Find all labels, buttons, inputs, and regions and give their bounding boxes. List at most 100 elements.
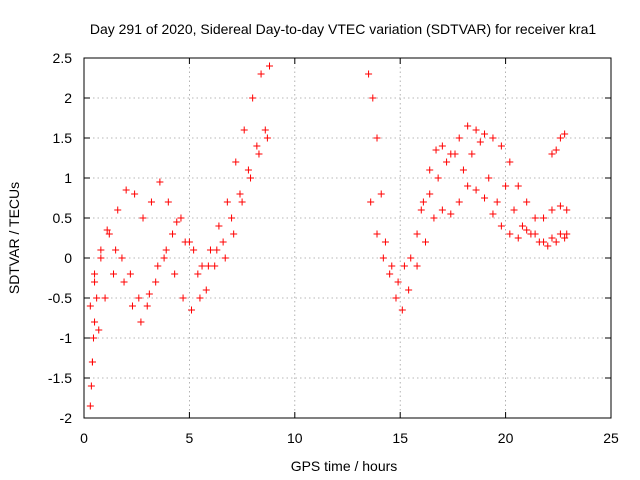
data-point xyxy=(110,270,118,278)
data-point xyxy=(459,166,467,174)
data-point xyxy=(206,246,214,254)
y-tick-label: 1.5 xyxy=(53,130,73,146)
data-point xyxy=(86,302,94,310)
data-point xyxy=(221,254,229,262)
x-tick-labels: 0 5 10 15 20 25 xyxy=(80,430,619,446)
data-point xyxy=(131,190,139,198)
y-tick-label: -1.5 xyxy=(48,370,72,386)
data-point xyxy=(118,254,126,262)
data-series xyxy=(86,62,274,310)
data-point xyxy=(394,278,402,286)
data-point xyxy=(548,234,556,242)
data-point xyxy=(392,294,400,302)
data-point xyxy=(101,294,109,302)
data-point xyxy=(91,270,99,278)
data-point xyxy=(97,246,105,254)
data-point xyxy=(87,382,95,390)
data-point xyxy=(253,142,261,150)
data-point xyxy=(114,206,122,214)
data-point xyxy=(164,198,172,206)
data-point xyxy=(196,294,204,302)
data-point xyxy=(443,158,451,166)
data-point xyxy=(171,270,179,278)
data-point xyxy=(540,214,548,222)
x-axis-label: GPS time / hours xyxy=(291,458,398,474)
data-point xyxy=(510,206,518,214)
data-point xyxy=(211,262,219,270)
data-point xyxy=(257,70,265,78)
data-series xyxy=(88,126,269,366)
data-point xyxy=(95,326,103,334)
data-point xyxy=(386,270,394,278)
data-point xyxy=(160,254,168,262)
data-point xyxy=(556,202,564,210)
data-point xyxy=(105,230,113,238)
data-point xyxy=(120,278,128,286)
data-point xyxy=(561,234,569,242)
data-point xyxy=(93,294,101,302)
data-point xyxy=(506,158,514,166)
x-tick-label: 5 xyxy=(186,430,194,446)
data-series xyxy=(548,130,569,158)
data-point xyxy=(413,230,421,238)
data-point xyxy=(369,94,377,102)
data-point xyxy=(194,270,202,278)
x-tick-label: 15 xyxy=(392,430,408,446)
data-point xyxy=(145,290,153,298)
data-point xyxy=(139,214,147,222)
data-point xyxy=(88,358,96,366)
data-point xyxy=(419,198,427,206)
data-point xyxy=(464,122,472,130)
data-point xyxy=(481,130,489,138)
y-tick-label: 2 xyxy=(64,90,72,106)
data-series xyxy=(86,294,101,410)
data-point xyxy=(430,214,438,222)
data-series xyxy=(417,138,569,250)
data-point xyxy=(122,186,130,194)
data-point xyxy=(373,134,381,142)
data-series xyxy=(365,70,571,286)
data-point xyxy=(426,166,434,174)
data-point xyxy=(455,198,463,206)
data-point xyxy=(156,178,164,186)
chart-title: Day 291 of 2020, Sidereal Day-to-day VTE… xyxy=(90,21,596,37)
data-point xyxy=(169,230,177,238)
data-point xyxy=(219,238,227,246)
data-point xyxy=(240,126,248,134)
data-point xyxy=(527,230,535,238)
data-point xyxy=(152,278,160,286)
data-point xyxy=(135,294,143,302)
grid-lines xyxy=(84,58,611,418)
data-point xyxy=(464,182,472,190)
data-point xyxy=(434,174,442,182)
data-point xyxy=(451,150,459,158)
data-point xyxy=(556,134,564,142)
data-point xyxy=(213,246,221,254)
data-point xyxy=(514,234,522,242)
data-point xyxy=(535,238,543,246)
x-tick-label: 0 xyxy=(80,430,88,446)
data-point xyxy=(548,150,556,158)
data-point xyxy=(531,214,539,222)
data-point xyxy=(407,254,415,262)
data-point xyxy=(190,246,198,254)
y-tick-label: -0.5 xyxy=(48,290,72,306)
data-point xyxy=(552,238,560,246)
plot-frame xyxy=(83,57,612,419)
data-point xyxy=(523,198,531,206)
data-point xyxy=(377,190,385,198)
x-tick-label: 10 xyxy=(287,430,303,446)
data-point xyxy=(472,186,480,194)
data-point xyxy=(502,182,510,190)
data-point xyxy=(561,130,569,138)
x-tick-label: 25 xyxy=(603,430,619,446)
data-point xyxy=(472,126,480,134)
data-point xyxy=(179,294,187,302)
data-point xyxy=(263,134,271,142)
data-point xyxy=(143,302,151,310)
data-point xyxy=(485,174,493,182)
data-point xyxy=(238,198,246,206)
data-point xyxy=(249,94,257,102)
data-point xyxy=(544,242,552,250)
